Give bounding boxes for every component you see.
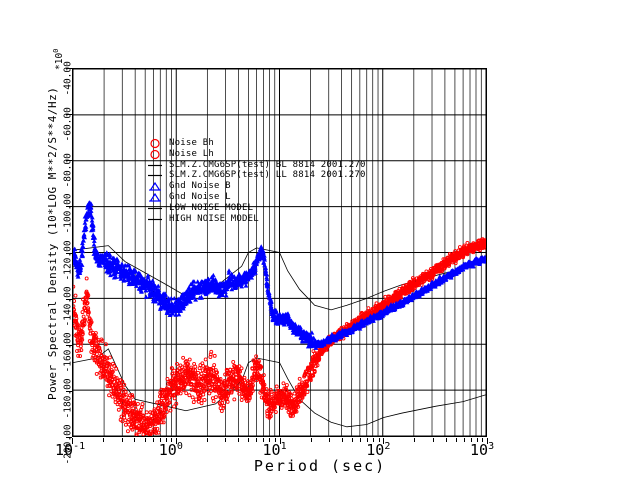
x-axis-tick-mark <box>256 438 258 442</box>
legend-line-icon <box>147 214 169 225</box>
legend-line-icon <box>147 203 169 214</box>
legend-triangle-icon <box>147 181 169 192</box>
y-axis-tick-mark <box>66 68 72 69</box>
legend-item: Noise Lh <box>147 149 487 160</box>
x-axis-tick-mark <box>206 438 208 442</box>
y-axis-tick-mark <box>66 160 72 162</box>
legend-item: HIGH NOISE MODEL <box>147 214 487 225</box>
x-axis-tick-mark <box>269 438 271 442</box>
x-axis-tick-mark <box>383 438 385 444</box>
plot-legend: Noise Bh Noise Lh SLM.Z.CMG6SP(test) BL 88… <box>147 138 487 224</box>
x-axis-tick-mark <box>159 438 161 442</box>
x-axis-tick-mark <box>238 438 240 442</box>
x-axis-tick-mark <box>360 438 362 442</box>
legend-item: SLM.Z.CMG6SP(test) BL 8814 2001.270 <box>147 160 487 171</box>
blue-instrument-noise-points <box>73 200 486 350</box>
y-axis-tick-mark <box>66 206 72 208</box>
x-axis-tick-mark <box>432 438 434 442</box>
x-axis-tick-mark <box>144 438 146 442</box>
x-axis-tick-mark <box>463 438 465 442</box>
legend-item: LOW NOISE MODEL <box>147 203 487 214</box>
x-axis-tick-mark <box>263 438 265 442</box>
y-axis-tick-mark <box>66 390 72 392</box>
x-axis-tick-mark <box>248 438 250 442</box>
legend-item: Noise Bh <box>147 138 487 149</box>
x-axis-tick-mark <box>341 438 343 442</box>
legend-item-label: Noise Bh <box>169 138 214 148</box>
legend-item-label: LOW NOISE MODEL <box>169 202 254 213</box>
legend-item-label: SLM.Z.CMG6SP(test) BL 8814 2001.270 <box>169 159 366 170</box>
x-axis-tick-mark <box>367 438 369 442</box>
x-axis-tick: 100 <box>158 441 183 459</box>
x-axis-tick-mark <box>476 438 478 442</box>
x-axis-tick-mark <box>274 438 276 442</box>
plot-canvas <box>73 69 486 436</box>
x-axis-tick-mark <box>152 438 154 442</box>
legend-circle-icon <box>147 149 169 160</box>
x-axis-tick-mark <box>352 438 354 442</box>
x-axis-tick-mark <box>171 438 172 442</box>
x-axis-title: Period (sec) <box>253 457 387 475</box>
x-axis-tick-mark <box>72 438 73 444</box>
x-axis-tick: 102 <box>366 441 391 459</box>
plot-area: Noise Bh Noise Lh SLM.Z.CMG6SP(test) BL 88… <box>72 68 487 437</box>
x-axis-tick-mark <box>487 438 488 444</box>
x-axis-tick-mark <box>134 438 136 442</box>
x-axis-tick-mark <box>175 438 177 444</box>
x-axis-tick-mark <box>103 438 105 442</box>
y-axis-tick-mark <box>66 114 72 116</box>
legend-line-icon <box>147 170 169 181</box>
legend-item: Gnd Noise B <box>147 181 487 192</box>
x-axis-tick-mark <box>414 438 416 442</box>
x-axis-tick-mark <box>225 438 227 442</box>
legend-item-label: Noise Lh <box>169 148 214 159</box>
x-axis-tick: 10-1 <box>55 441 86 459</box>
legend-circle-icon <box>147 138 169 149</box>
y-axis-tick-mark <box>66 298 72 300</box>
y-axis-tick-mark <box>66 252 72 254</box>
x-axis-tick-mark <box>378 438 380 442</box>
y-axis-tick-mark <box>66 437 72 438</box>
legend-item: SLM.Z.CMG6SP(test) LL 8814 2001.270 <box>147 170 487 181</box>
legend-item-label: SLM.Z.CMG6SP(test) LL 8814 2001.270 <box>169 170 366 181</box>
y-axis-title: Power Spectral Density (10*LOG M**2/S**4… <box>46 86 59 400</box>
legend-line-icon <box>147 160 169 171</box>
x-axis-tick-mark <box>482 438 484 442</box>
x-axis-tick-mark <box>373 438 375 442</box>
legend-item: Gnd Noise L <box>147 192 487 203</box>
legend-item-label: Gnd Noise B <box>169 181 231 192</box>
x-axis-tick-mark <box>279 438 281 444</box>
x-axis-tick-mark <box>310 438 312 442</box>
y-axis-tick-mark <box>66 344 72 346</box>
x-axis-tick-mark <box>455 438 457 442</box>
red-ground-noise-points <box>73 237 486 436</box>
legend-triangle-icon <box>147 192 169 203</box>
x-axis-tick-mark <box>165 438 167 442</box>
x-axis-tick-mark <box>445 438 447 442</box>
legend-item-label: HIGH NOISE MODEL <box>169 213 259 224</box>
x-axis-tick: 103 <box>470 441 495 459</box>
x-axis-tick-mark <box>329 438 330 442</box>
legend-item-label: Gnd Noise L <box>169 191 231 202</box>
x-axis-tick-mark <box>470 438 472 442</box>
x-axis-tick: 101 <box>262 441 287 459</box>
x-axis-tick-mark <box>121 438 123 442</box>
